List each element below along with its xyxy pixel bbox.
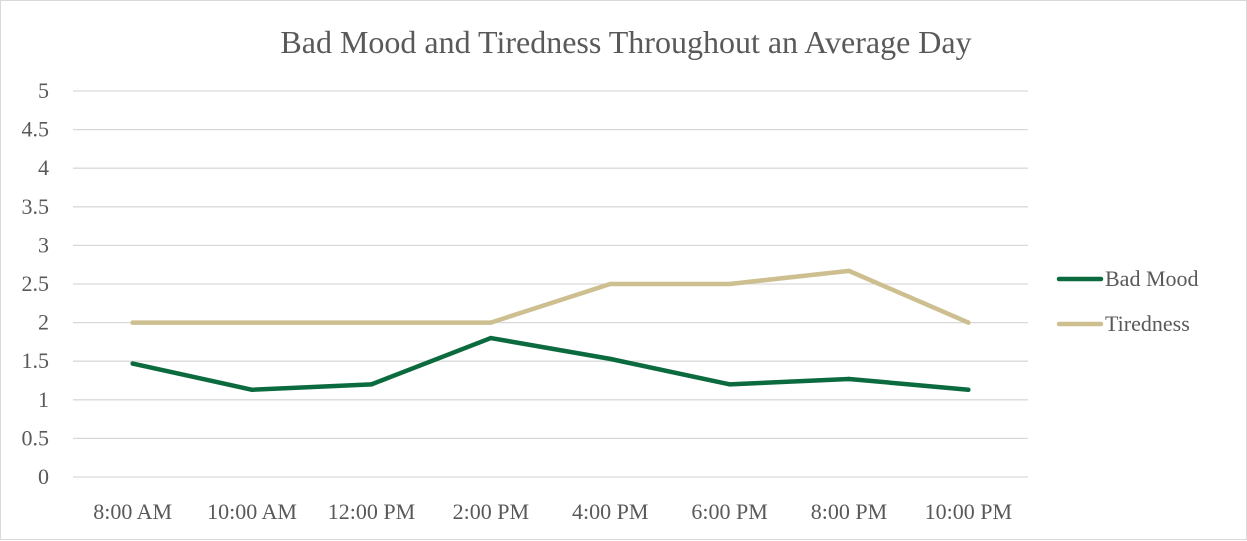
y-tick-label: 3 <box>38 232 49 257</box>
y-tick-label: 1 <box>38 387 49 412</box>
data-point <box>249 320 255 325</box>
data-point <box>369 320 374 325</box>
gridlines <box>73 90 1028 478</box>
x-tick-label: 10:00 PM <box>925 499 1012 524</box>
series-tiredness <box>130 268 971 325</box>
data-point <box>130 320 135 325</box>
x-tick-label: 2:00 PM <box>453 499 529 524</box>
legend-item: Tiredness <box>1056 311 1190 336</box>
data-point <box>607 356 613 362</box>
y-axis-ticks: 0 0.5 1 1.5 2 2.5 3 3.5 4 4.5 5 <box>22 78 50 489</box>
data-point <box>488 335 494 341</box>
y-tick-label: 3.5 <box>22 194 50 219</box>
x-tick-label: 10:00 AM <box>207 499 297 524</box>
data-point <box>966 320 971 325</box>
legend-label: Bad Mood <box>1105 266 1199 291</box>
data-point <box>846 268 852 274</box>
data-point <box>727 382 732 387</box>
y-tick-label: 1.5 <box>22 348 50 373</box>
y-tick-label: 4.5 <box>22 117 50 142</box>
data-point <box>488 320 494 325</box>
legend-item: Bad Mood <box>1056 266 1199 291</box>
legend-label: Tiredness <box>1105 311 1190 336</box>
data-point <box>966 387 971 392</box>
series-bad-mood <box>130 335 971 393</box>
y-tick-label: 0 <box>38 464 49 489</box>
legend: Bad Mood Tiredness <box>1056 266 1199 336</box>
x-tick-label: 8:00 PM <box>811 499 887 524</box>
data-point <box>369 382 374 387</box>
y-tick-label: 0.5 <box>22 425 50 450</box>
x-tick-label: 12:00 PM <box>328 499 415 524</box>
y-tick-label: 2.5 <box>22 271 50 296</box>
x-tick-label: 4:00 PM <box>572 499 648 524</box>
chart-title: Bad Mood and Tiredness Throughout an Ave… <box>280 24 971 60</box>
series-line <box>130 268 971 325</box>
series-lines <box>130 268 971 393</box>
data-point <box>846 376 852 382</box>
x-tick-label: 8:00 AM <box>93 499 172 524</box>
data-point <box>249 387 255 392</box>
y-tick-label: 2 <box>38 310 49 335</box>
x-axis-ticks: 8:00 AM 10:00 AM 12:00 PM 2:00 PM 4:00 PM 6:0… <box>93 499 1012 524</box>
y-tick-label: 5 <box>38 78 49 103</box>
data-point <box>607 281 613 287</box>
y-tick-label: 4 <box>38 155 49 180</box>
data-point <box>130 361 135 366</box>
x-tick-label: 6:00 PM <box>691 499 767 524</box>
series-line <box>130 335 971 393</box>
data-point <box>727 281 732 287</box>
